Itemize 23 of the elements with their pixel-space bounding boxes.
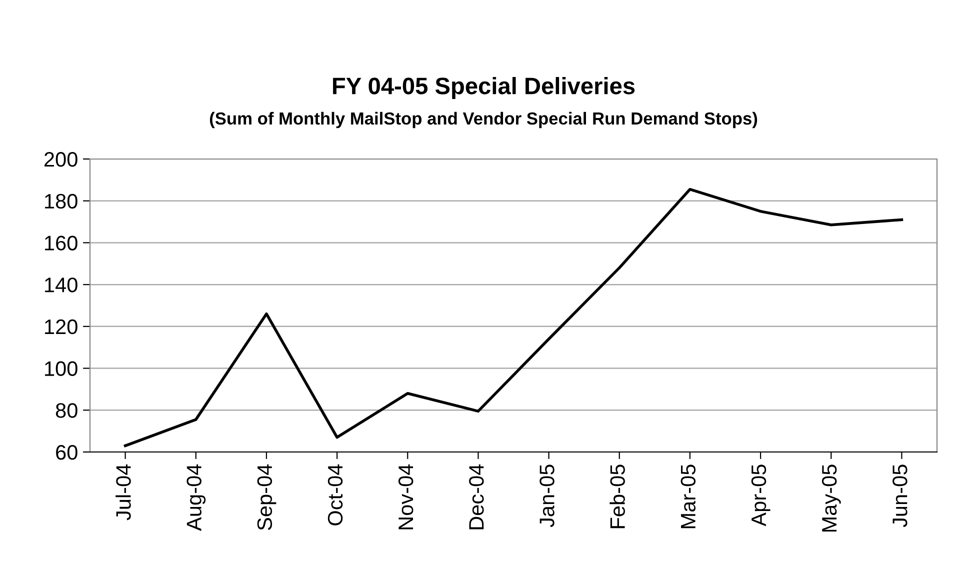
y-tick-label: 200 xyxy=(44,152,78,167)
x-tick-label: Jul-04 xyxy=(116,464,131,520)
x-tick-label: Aug-04 xyxy=(186,464,206,531)
y-tick-label: 160 xyxy=(45,236,78,250)
x-tick-label: Jan-05 xyxy=(540,464,554,528)
y-tick-label: 120 xyxy=(45,319,78,334)
x-tick-label: Nov-04 xyxy=(398,464,414,530)
x-tick-label: Dec-04 xyxy=(469,464,484,530)
y-tick-label: 140 xyxy=(45,278,78,292)
chart-subtitle: (Sum of Monthly MailStop and Vendor Special Run Demand Stops) xyxy=(210,112,758,128)
x-tick-label: Mar-05 xyxy=(680,464,696,528)
x-tick-label: Sep-04 xyxy=(257,464,276,530)
y-tick-label: 180 xyxy=(45,194,78,209)
x-tick-label: May-05 xyxy=(822,464,841,532)
chart-title: FY 04-05 Special Deliveries xyxy=(333,76,635,100)
y-tick-label: 80 xyxy=(56,403,78,418)
x-tick-label: Feb-05 xyxy=(610,464,625,528)
x-tick-label: Apr-05 xyxy=(751,464,770,526)
y-tick-label: 60 xyxy=(56,445,78,460)
x-tick-label: Oct-04 xyxy=(328,464,343,526)
y-tick-label: 100 xyxy=(45,361,78,376)
x-tick-label: Jun-05 xyxy=(892,464,908,528)
line-series xyxy=(124,188,904,448)
